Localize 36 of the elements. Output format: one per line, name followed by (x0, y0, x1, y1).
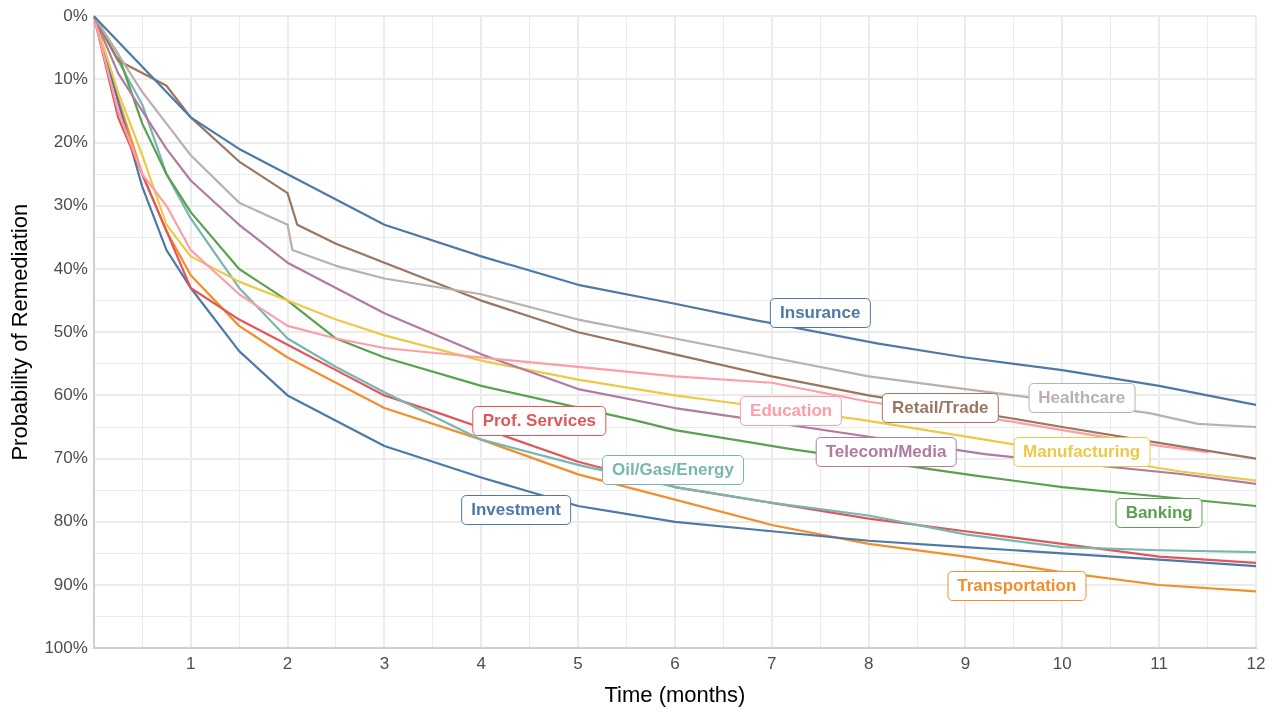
x-tick-label: 11 (1150, 654, 1168, 674)
series-label: Oil/Gas/Energy (602, 454, 744, 485)
y-tick-label: 70% (53, 448, 88, 468)
x-tick-label: 8 (863, 654, 874, 674)
series-label: Telecom/Media (815, 437, 957, 468)
series-label: Insurance (770, 297, 871, 328)
y-tick-label: 80% (53, 511, 88, 531)
y-tick-label: 90% (53, 574, 88, 594)
x-tick-label: 9 (960, 654, 971, 674)
y-tick-label: 60% (53, 385, 88, 405)
series-label: Healthcare (1028, 382, 1136, 413)
series-label: Investment (461, 494, 571, 525)
y-tick-label: 20% (53, 132, 88, 152)
y-tick-label: 100% (44, 637, 88, 657)
y-tick-label: 10% (53, 69, 88, 89)
series-label: Transportation (947, 570, 1087, 601)
x-tick-label: 12 (1246, 654, 1266, 674)
y-tick-label: 0% (63, 5, 88, 25)
y-tick-label: 50% (53, 321, 88, 341)
x-tick-label: 3 (379, 654, 390, 674)
x-tick-label: 5 (573, 654, 583, 674)
x-tick-label: 10 (1052, 654, 1072, 674)
x-axis-title: Time (months) (604, 681, 746, 707)
x-tick-label: 4 (476, 654, 486, 674)
y-tick-label: 30% (53, 195, 88, 215)
x-tick-label: 1 (185, 654, 196, 674)
x-tick-label: 7 (767, 654, 777, 674)
y-axis-title: Probability of Remediation (7, 203, 33, 461)
series-label: Banking (1115, 497, 1203, 528)
y-tick-label: 40% (53, 258, 88, 278)
x-tick-label: 2 (282, 654, 293, 674)
series-label: Manufacturing (1013, 437, 1151, 468)
series-label: Prof. Services (472, 405, 607, 436)
series-label: Retail/Trade (882, 393, 999, 424)
x-tick-label: 6 (670, 654, 680, 674)
series-label: Education (740, 395, 843, 426)
